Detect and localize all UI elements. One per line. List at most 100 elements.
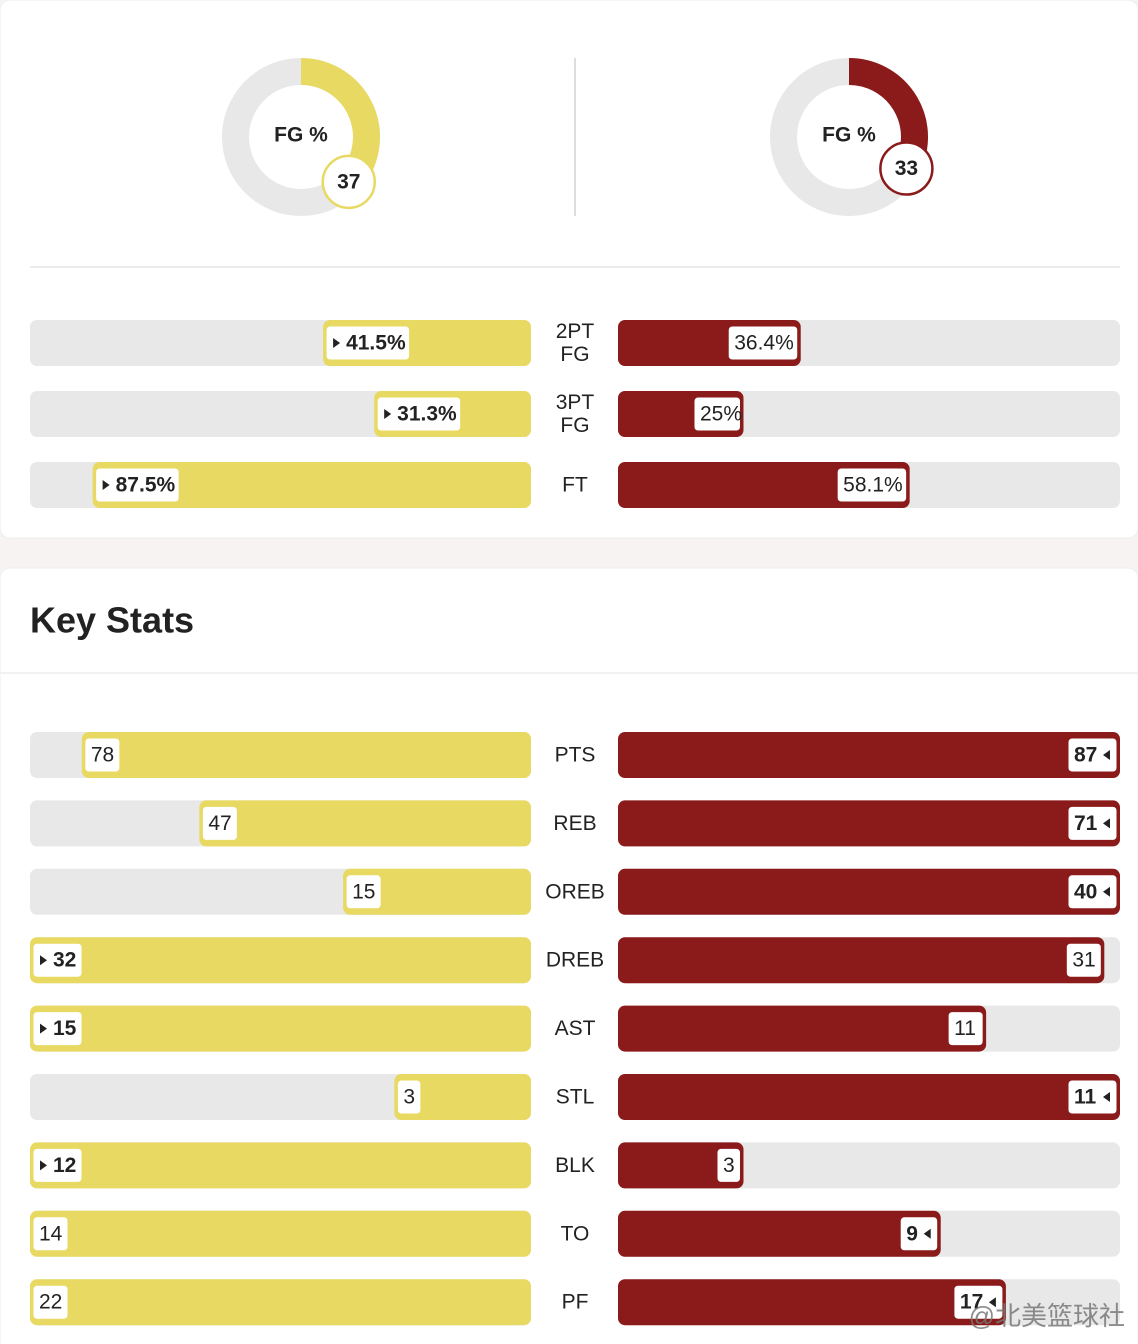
bar bbox=[618, 1005, 987, 1052]
value-badge bbox=[714, 1145, 743, 1185]
bar-value: 12 bbox=[53, 1154, 76, 1177]
donut-value: 37 bbox=[337, 170, 360, 193]
bar-value: 32 bbox=[53, 949, 76, 972]
bar-value: 31.3% bbox=[397, 403, 457, 426]
bar-value: 78 bbox=[91, 744, 114, 767]
value-badge bbox=[374, 394, 464, 434]
row-label: 3PT bbox=[556, 391, 595, 414]
bar-value: 17 bbox=[960, 1291, 983, 1314]
value-badge bbox=[834, 465, 910, 505]
leader-marker bbox=[40, 1023, 47, 1034]
bar-value: 58.1% bbox=[843, 474, 903, 497]
watermark: @北美篮球社 bbox=[969, 1301, 1125, 1331]
bar-value: 31 bbox=[1072, 949, 1095, 972]
value-badge bbox=[691, 394, 743, 434]
row-label: BLK bbox=[555, 1154, 595, 1177]
leader-marker bbox=[40, 955, 47, 966]
bar bbox=[30, 1210, 531, 1257]
bar bbox=[30, 1142, 531, 1189]
value-badge bbox=[30, 1145, 85, 1185]
row-label: REB bbox=[553, 812, 596, 835]
value-badge bbox=[30, 940, 85, 980]
bar bbox=[343, 868, 531, 915]
row-label: DREB bbox=[546, 949, 604, 972]
leader-marker bbox=[923, 1228, 931, 1239]
section-title: Key Stats bbox=[30, 600, 194, 641]
bar bbox=[618, 937, 1105, 984]
value-badge bbox=[30, 1282, 71, 1322]
row-label: PTS bbox=[555, 744, 596, 767]
value-badge bbox=[1065, 872, 1120, 912]
row-label: FG bbox=[560, 343, 589, 366]
value-badge bbox=[1065, 803, 1120, 843]
value-badge bbox=[1065, 735, 1120, 775]
bar-value: 11 bbox=[954, 1017, 976, 1040]
value-badge bbox=[951, 1282, 1006, 1322]
bar bbox=[618, 1142, 744, 1189]
bar bbox=[618, 1279, 1006, 1326]
value-badge bbox=[323, 323, 413, 363]
bar bbox=[618, 868, 1120, 915]
row-label: 2PT bbox=[556, 320, 595, 343]
row-label: TO bbox=[561, 1222, 590, 1245]
value-badge bbox=[725, 323, 801, 363]
row-label: FG bbox=[560, 414, 589, 437]
value-badge bbox=[93, 465, 182, 505]
bar bbox=[618, 732, 1120, 778]
leader-marker bbox=[40, 1160, 47, 1171]
row-label: STL bbox=[556, 1086, 595, 1109]
row-label: FT bbox=[562, 474, 588, 497]
bar-value: 11 bbox=[1074, 1086, 1097, 1109]
bar-value: 15 bbox=[53, 1017, 77, 1040]
leader-marker bbox=[1103, 750, 1110, 760]
leader-marker bbox=[1103, 818, 1110, 829]
donut-value: 33 bbox=[895, 157, 918, 180]
bar-value: 22 bbox=[39, 1291, 62, 1314]
value-badge bbox=[199, 803, 240, 843]
leader-marker bbox=[333, 338, 341, 348]
donut-label: FG % bbox=[822, 124, 876, 147]
donut-label: FG % bbox=[274, 124, 328, 147]
bar bbox=[618, 800, 1120, 847]
bar-value: 3 bbox=[723, 1154, 735, 1177]
leader-marker bbox=[1103, 886, 1110, 897]
shooting-card bbox=[0, 0, 1138, 539]
value-badge bbox=[879, 141, 934, 196]
bar bbox=[30, 1279, 531, 1326]
value-badge bbox=[394, 1077, 424, 1117]
value-badge bbox=[82, 735, 123, 775]
bar-value: 15 bbox=[352, 880, 375, 903]
bar-value: 36.4% bbox=[734, 332, 794, 355]
bar-value: 3 bbox=[403, 1086, 415, 1109]
value-badge bbox=[1065, 1077, 1120, 1117]
bar-value: 25% bbox=[700, 403, 742, 426]
bar-value: 71 bbox=[1074, 812, 1098, 835]
bar-value: 40 bbox=[1074, 880, 1097, 903]
value-badge bbox=[897, 1214, 941, 1254]
bar-value: 14 bbox=[39, 1222, 63, 1245]
bar-value: 87 bbox=[1074, 744, 1097, 767]
bar bbox=[81, 732, 532, 778]
value-badge bbox=[30, 1009, 85, 1049]
bar-value: 87.5% bbox=[116, 474, 176, 497]
leader-marker bbox=[102, 480, 110, 490]
row-label: AST bbox=[555, 1017, 596, 1040]
bar bbox=[199, 800, 531, 847]
leader-marker bbox=[384, 409, 392, 419]
row-label: PF bbox=[562, 1291, 589, 1314]
value-badge bbox=[321, 154, 376, 210]
bar-value: 47 bbox=[208, 812, 231, 835]
bar-value: 41.5% bbox=[346, 332, 406, 355]
value-badge bbox=[1063, 940, 1104, 980]
value-badge bbox=[343, 872, 384, 912]
value-badge bbox=[30, 1214, 71, 1254]
bar bbox=[92, 462, 531, 508]
bar bbox=[394, 1074, 531, 1120]
bar bbox=[30, 937, 531, 984]
leader-marker bbox=[988, 1297, 996, 1308]
bar bbox=[618, 1210, 941, 1257]
bar bbox=[30, 1005, 531, 1052]
bar bbox=[618, 1074, 1120, 1120]
